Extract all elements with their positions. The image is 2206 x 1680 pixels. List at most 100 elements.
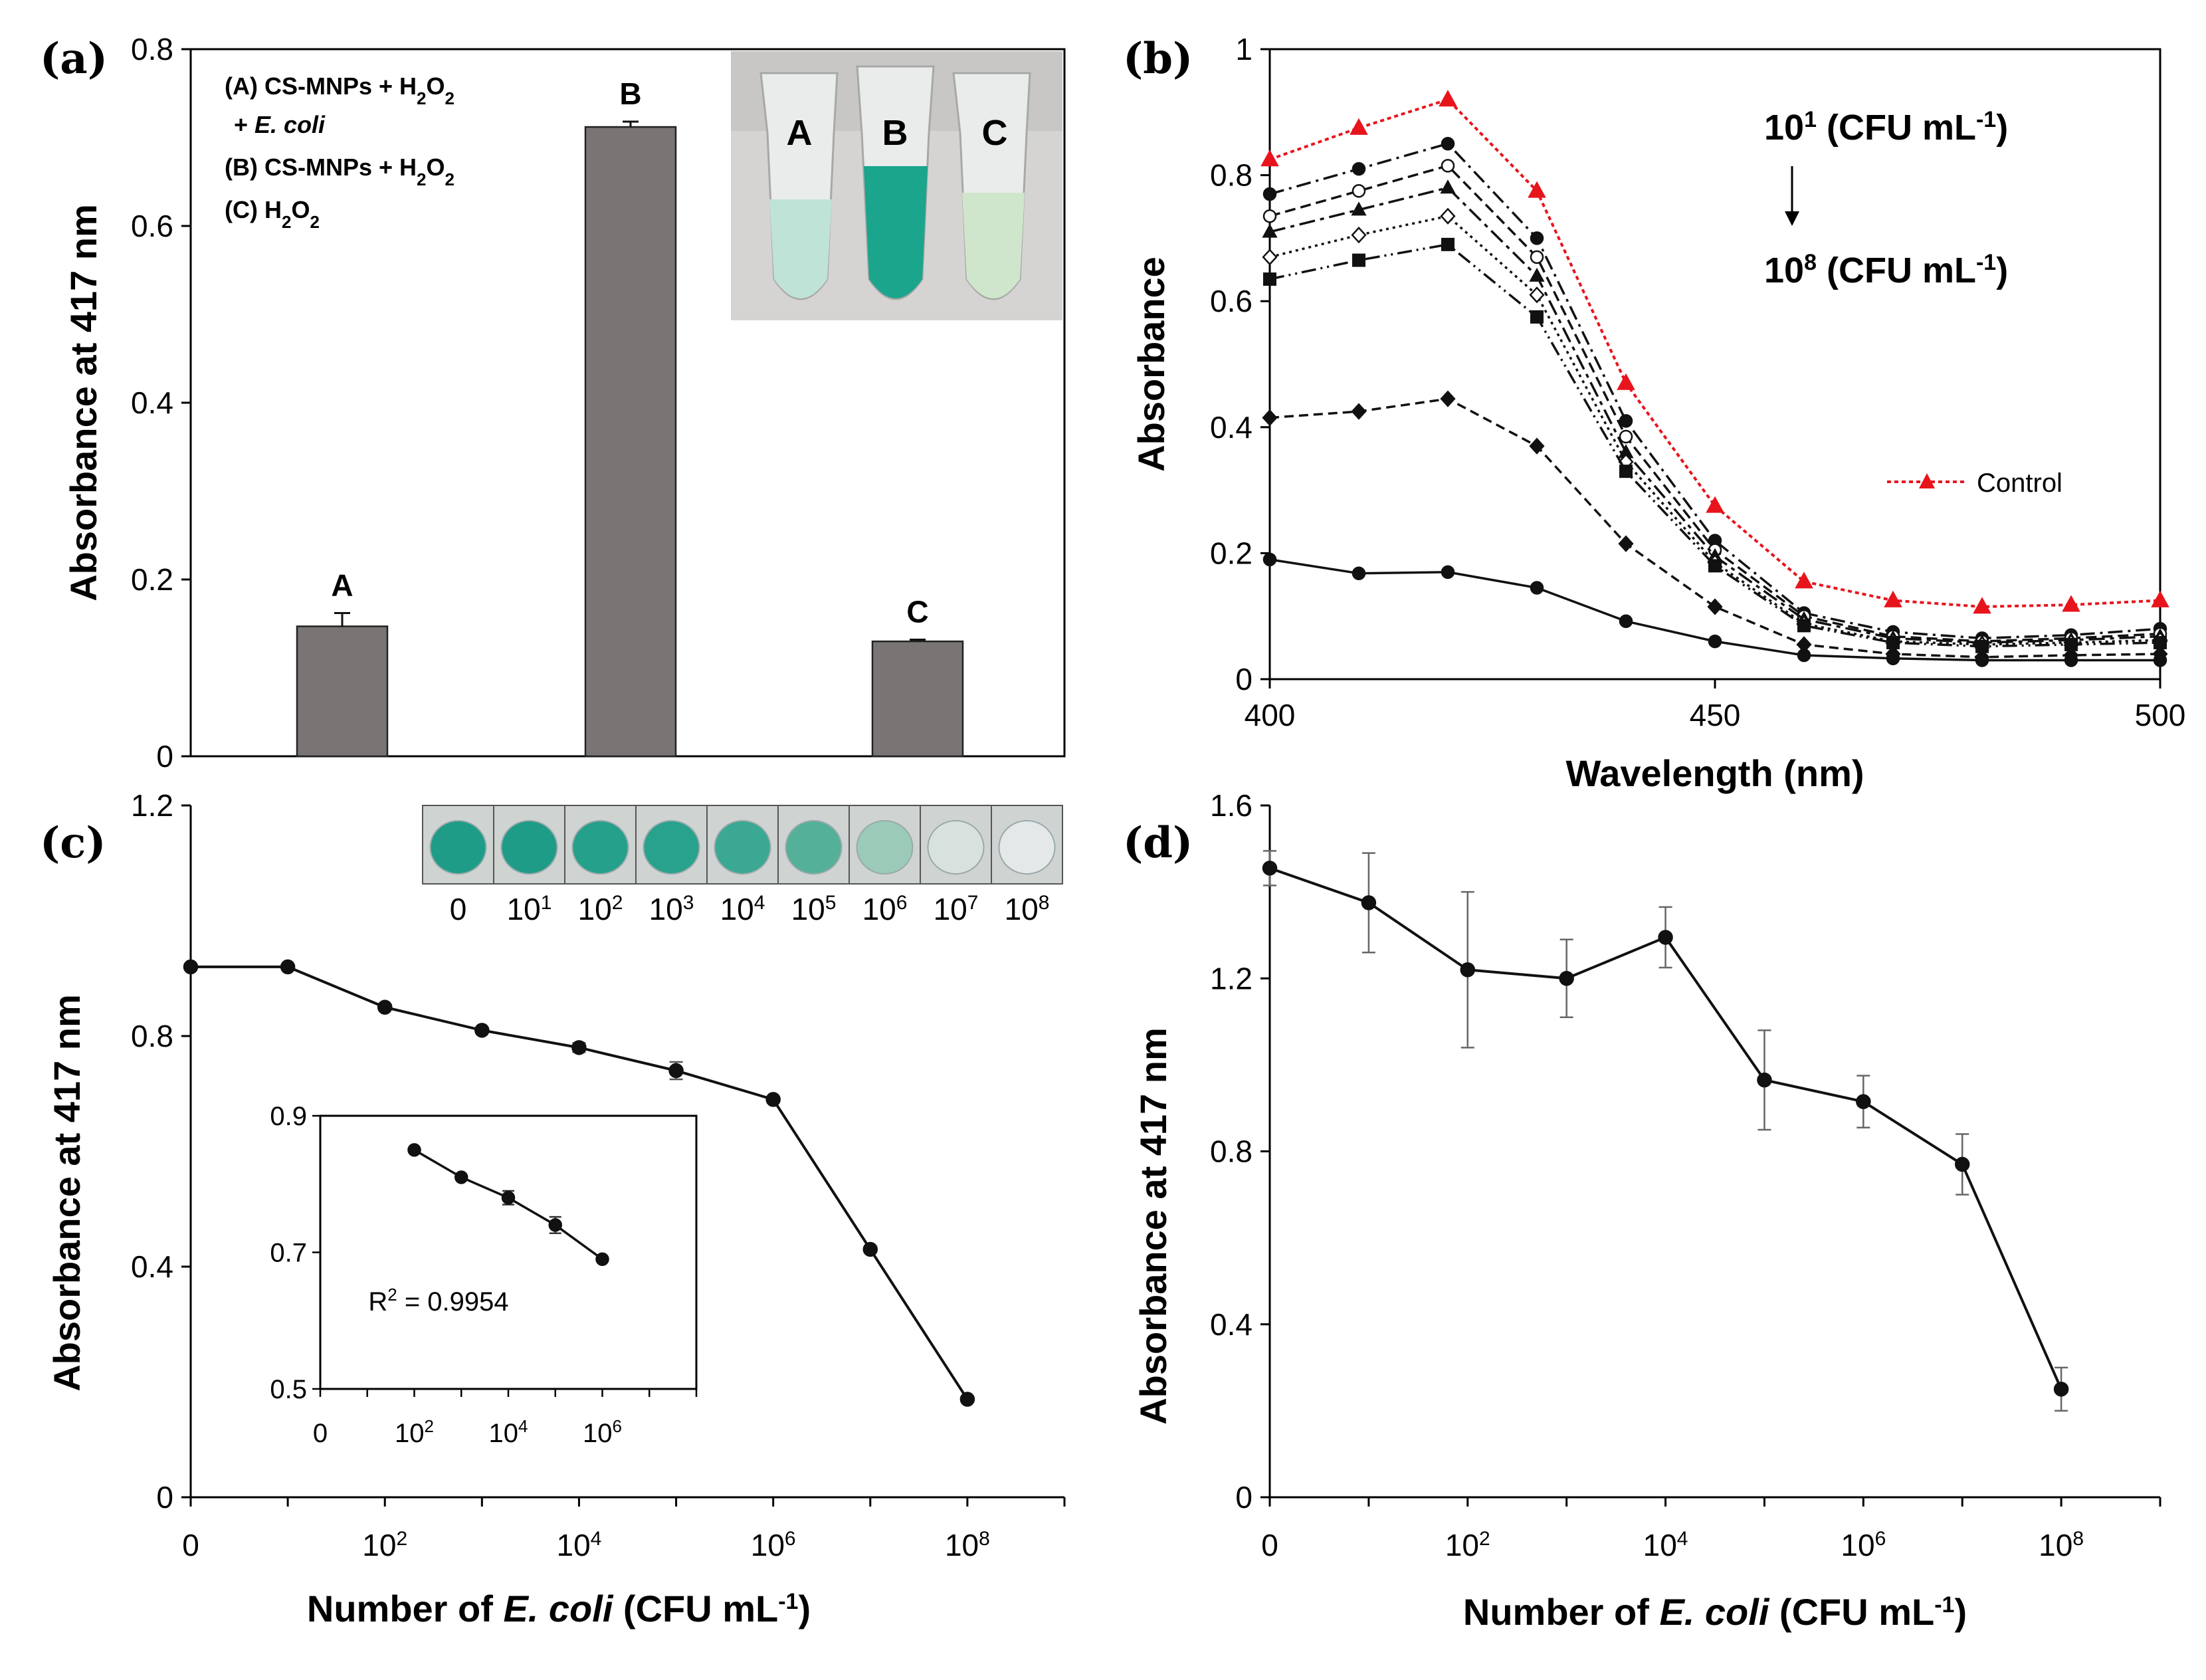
panel-b-frame (1268, 48, 2161, 681)
data-point (1706, 496, 1724, 513)
d-xtick-label: 106 (1841, 1528, 1886, 1563)
d-xtick-label: 108 (2039, 1528, 2084, 1563)
a-ytick-label: 0.2 (131, 562, 173, 597)
inset-xtick-label: 104 (489, 1416, 528, 1448)
inset-xtick-label: 102 (395, 1416, 434, 1448)
well (785, 820, 843, 875)
data-point (862, 1241, 878, 1257)
legend-c-line: (C) H2O2 (225, 196, 320, 232)
data-point (1352, 253, 1365, 267)
bar (584, 126, 677, 758)
data-point (1263, 272, 1276, 286)
data-point (1352, 184, 1366, 198)
b-ytick-label: 0.2 (1210, 536, 1253, 570)
data-point (1351, 227, 1367, 244)
well (429, 820, 487, 875)
data-point (1352, 161, 1366, 176)
data-point (1708, 559, 1722, 573)
well (714, 820, 771, 875)
c-xtick-label: 0 (182, 1528, 199, 1562)
data-point (2053, 1382, 2069, 1397)
data-point (959, 1392, 975, 1407)
d-xtick-label: 0 (1261, 1528, 1278, 1562)
legend-b-line: (B) CS-MNPs + H2O2 (225, 154, 454, 189)
annotation-top: 101 (CFU mL-1) (1764, 107, 2008, 148)
tube-label-b: B (882, 113, 908, 153)
a-ytick-label: 0.6 (131, 209, 173, 243)
series-line (1269, 243, 2161, 648)
data-point (1529, 267, 1545, 282)
data-point (1529, 437, 1545, 455)
d-ytick-label: 1.2 (1210, 961, 1253, 996)
data-point (1440, 390, 1456, 407)
a-ytick-label: 0.4 (131, 385, 173, 420)
panel-b-axes: 0 0.2 0.4 0.6 0.8 1 400 450 500 (1210, 32, 2185, 732)
panel-d-label: (d) (1123, 818, 1193, 868)
data-point (1617, 373, 1635, 390)
bar (296, 625, 389, 758)
d-ytick-label: 0.8 (1210, 1134, 1253, 1169)
tube-a-liquid (769, 199, 832, 298)
panel-c-series (183, 959, 975, 1407)
data-point (1975, 653, 1989, 667)
c-xtick-label: 102 (362, 1528, 407, 1563)
well-label: 107 (934, 892, 979, 927)
d-ytick-label: 1.6 (1210, 788, 1253, 823)
data-point (1350, 118, 1368, 135)
data-point (1530, 250, 1544, 264)
panel-d-axes: 0 0.4 0.8 1.2 1.6 0 102 104 106 108 (1210, 788, 2161, 1563)
panel-a-tube-photo: A B C (731, 51, 1062, 320)
b-xtick-label: 450 (1690, 698, 1741, 732)
d-xtick-label: 104 (1643, 1528, 1688, 1563)
tube-b-liquid (864, 166, 928, 298)
data-point (1618, 535, 1634, 552)
data-point (1262, 223, 1278, 238)
series-line (1269, 215, 2161, 646)
b-ytick-label: 0.8 (1210, 158, 1253, 193)
data-point (2151, 590, 2169, 607)
b-xtick-label: 500 (2135, 698, 2186, 732)
data-point (1262, 249, 1278, 266)
panel-d-ylabel: Absorbance at 417 nm (1132, 1027, 1174, 1425)
data-point (1708, 634, 1722, 649)
panel-c-xlabel: Number of E. coli (CFU mL-1) (307, 1588, 811, 1629)
tube-c-liquid (962, 193, 1025, 298)
d-xtick-label: 102 (1445, 1528, 1490, 1563)
well (500, 820, 558, 875)
data-point (1441, 136, 1455, 151)
inset-xtick-label: 0 (313, 1419, 328, 1448)
data-point (377, 999, 393, 1015)
panel-b-ylabel: Absorbance (1130, 257, 1172, 472)
b-ytick-label: 0.6 (1210, 284, 1253, 318)
a-ytick-label: 0.8 (131, 32, 173, 66)
well-label: 108 (1005, 892, 1050, 927)
b-xtick-label: 400 (1245, 698, 1296, 732)
well-label: 105 (791, 892, 837, 927)
panel-c-inset: 0.5 0.7 0.9 0 102 104 106 R2 = 0.9954 (270, 1102, 698, 1448)
series-line (1269, 186, 2161, 644)
legend-a-line2: + E. coli (234, 111, 326, 138)
data-point (765, 1092, 781, 1107)
data-point (1619, 614, 1633, 629)
data-point (1262, 861, 1278, 876)
data-point (1441, 159, 1455, 173)
data-point (1361, 895, 1377, 910)
annotation-arrowhead (1785, 211, 1799, 226)
series-line (1269, 397, 2161, 659)
data-point (1260, 150, 1279, 167)
data-point (1797, 619, 1811, 633)
inset-data-point (407, 1143, 421, 1157)
c-ytick-label: 0 (156, 1480, 173, 1515)
inset-data-point (548, 1218, 562, 1232)
panel-b-label: (b) (1123, 34, 1193, 84)
data-point (1530, 581, 1544, 595)
data-point (1441, 237, 1454, 251)
data-point (1530, 310, 1544, 324)
data-point (2064, 653, 2078, 667)
b-ytick-label: 1 (1235, 32, 1253, 66)
data-point (280, 959, 296, 975)
data-point (183, 959, 199, 975)
inset-xtick-label: 106 (583, 1416, 622, 1448)
data-point (1529, 286, 1545, 304)
